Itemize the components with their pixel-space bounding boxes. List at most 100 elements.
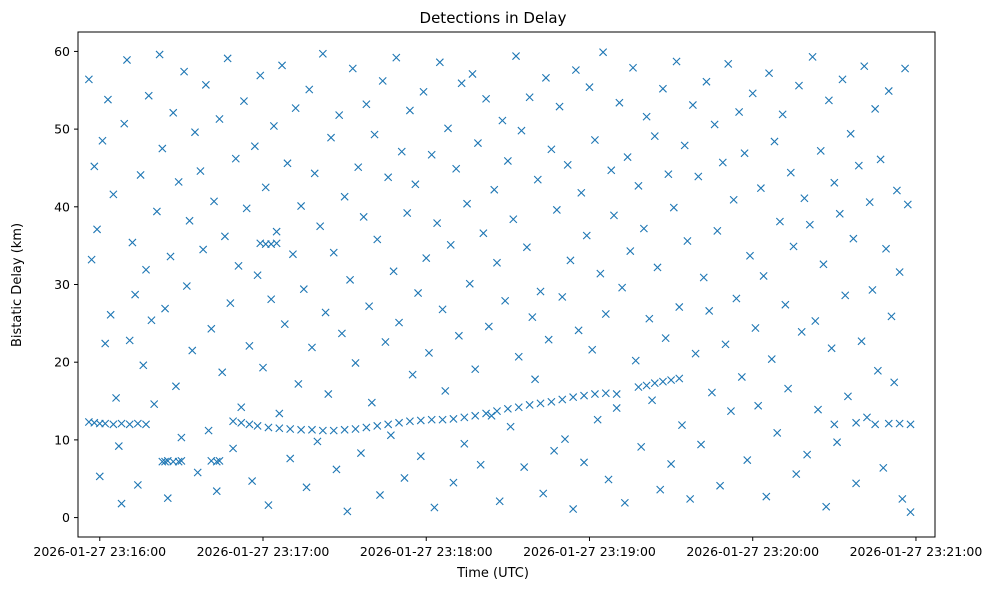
data-point — [237, 403, 246, 412]
data-point — [650, 132, 659, 141]
data-point — [599, 48, 608, 57]
data-point — [452, 164, 461, 173]
data-point — [550, 446, 559, 455]
data-point — [767, 355, 776, 364]
data-point — [147, 316, 156, 325]
data-point — [318, 49, 327, 58]
data-point — [180, 67, 189, 76]
data-point — [416, 416, 425, 425]
data-point — [441, 386, 450, 395]
y-tick-label: 40 — [54, 199, 70, 214]
data-point — [705, 306, 714, 315]
data-point — [90, 162, 99, 171]
data-point — [604, 475, 613, 484]
data-point — [288, 250, 297, 259]
data-point — [577, 188, 586, 197]
data-point — [639, 224, 648, 233]
data-point — [729, 195, 738, 204]
data-point — [596, 269, 605, 278]
data-point — [805, 220, 814, 229]
data-point — [430, 503, 439, 512]
data-point — [125, 336, 134, 345]
data-point — [386, 431, 395, 440]
data-point — [857, 337, 866, 346]
data-point — [348, 64, 357, 73]
data-point — [316, 222, 325, 231]
data-point — [414, 289, 423, 298]
data-point — [261, 183, 270, 192]
data-point — [514, 352, 523, 361]
data-point — [283, 159, 292, 168]
data-point — [329, 248, 338, 257]
data-point — [868, 285, 877, 294]
data-point — [601, 310, 610, 319]
data-point — [226, 299, 235, 308]
data-point — [609, 211, 618, 220]
data-point — [525, 400, 534, 409]
data-point — [618, 283, 627, 292]
data-point — [658, 377, 667, 386]
data-point — [735, 108, 744, 117]
data-point — [887, 312, 896, 321]
data-point — [816, 146, 825, 155]
data-point — [501, 296, 510, 305]
data-point — [471, 411, 480, 420]
x-axis-label: Time (UTC) — [456, 566, 529, 581]
x-tick-label: 2026-01-27 23:19:00 — [523, 544, 656, 559]
data-point — [569, 505, 578, 514]
data-point — [522, 243, 531, 252]
data-point — [103, 95, 112, 104]
data-point — [272, 239, 281, 248]
data-point — [906, 508, 915, 517]
data-point — [433, 219, 442, 228]
data-point — [702, 77, 711, 86]
data-point — [642, 112, 651, 121]
data-point — [792, 470, 801, 479]
data-point — [424, 348, 433, 357]
data-point — [84, 75, 93, 84]
data-point — [713, 226, 722, 235]
data-point — [313, 437, 322, 446]
data-point — [672, 57, 681, 66]
data-point — [188, 346, 197, 355]
y-tick-label: 30 — [54, 277, 70, 292]
data-point — [400, 473, 409, 482]
data-point — [811, 317, 820, 326]
data-point — [155, 50, 164, 59]
data-point — [109, 190, 118, 199]
data-point — [517, 126, 526, 135]
data-point — [133, 419, 142, 428]
data-point — [830, 178, 839, 187]
data-point — [680, 141, 689, 150]
data-point — [310, 169, 319, 178]
data-point — [397, 147, 406, 156]
x-axis: 2026-01-27 23:16:00 2026-01-27 23:17:00 20… — [33, 537, 982, 559]
data-point — [142, 265, 151, 274]
data-point — [476, 460, 485, 469]
data-point — [365, 302, 374, 311]
data-point — [531, 375, 540, 384]
data-point — [133, 480, 142, 489]
data-point — [201, 80, 210, 89]
data-point — [220, 232, 229, 241]
data-point — [171, 382, 180, 391]
data-point — [259, 363, 267, 372]
data-point — [580, 391, 589, 400]
data-point — [248, 477, 257, 486]
data-point — [789, 242, 798, 251]
data-point — [658, 84, 667, 93]
data-point — [340, 192, 349, 201]
data-point — [740, 149, 749, 158]
data-point — [405, 106, 414, 115]
data-point — [748, 89, 757, 98]
data-point — [101, 339, 110, 348]
data-point — [378, 76, 387, 85]
chart-title: Detections in Delay — [420, 9, 567, 27]
data-point — [343, 507, 352, 516]
data-point — [354, 163, 363, 172]
data-point — [204, 426, 213, 435]
data-point — [144, 91, 153, 100]
data-point — [824, 96, 833, 105]
data-point — [751, 324, 760, 332]
data-point — [547, 397, 556, 406]
